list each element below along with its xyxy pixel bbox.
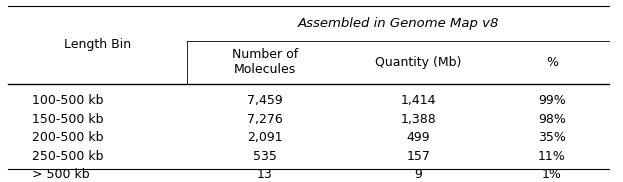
Text: 200-500 kb: 200-500 kb (32, 131, 104, 144)
Text: 35%: 35% (538, 131, 566, 144)
Text: 1%: 1% (542, 168, 562, 181)
Text: > 500 kb: > 500 kb (32, 168, 90, 181)
Text: 535: 535 (253, 150, 277, 163)
Text: 9: 9 (414, 168, 422, 181)
Text: 100-500 kb: 100-500 kb (32, 94, 104, 107)
Text: 99%: 99% (538, 94, 566, 107)
Text: Quantity (Mb): Quantity (Mb) (375, 56, 462, 69)
Text: 1,388: 1,388 (401, 113, 436, 126)
Text: Number of
Molecules: Number of Molecules (232, 48, 298, 76)
Text: 250-500 kb: 250-500 kb (32, 150, 104, 163)
Text: 2,091: 2,091 (247, 131, 283, 144)
Text: 7,276: 7,276 (247, 113, 283, 126)
Text: 150-500 kb: 150-500 kb (32, 113, 104, 126)
Text: %: % (546, 56, 558, 69)
Text: Assembled in Genome Map v8: Assembled in Genome Map v8 (298, 17, 499, 30)
Text: 11%: 11% (538, 150, 566, 163)
Text: 98%: 98% (538, 113, 566, 126)
Text: Length Bin: Length Bin (64, 38, 131, 51)
Text: 7,459: 7,459 (247, 94, 283, 107)
Text: 13: 13 (257, 168, 273, 181)
Text: 499: 499 (407, 131, 430, 144)
Text: 1,414: 1,414 (401, 94, 436, 107)
Text: 157: 157 (407, 150, 430, 163)
